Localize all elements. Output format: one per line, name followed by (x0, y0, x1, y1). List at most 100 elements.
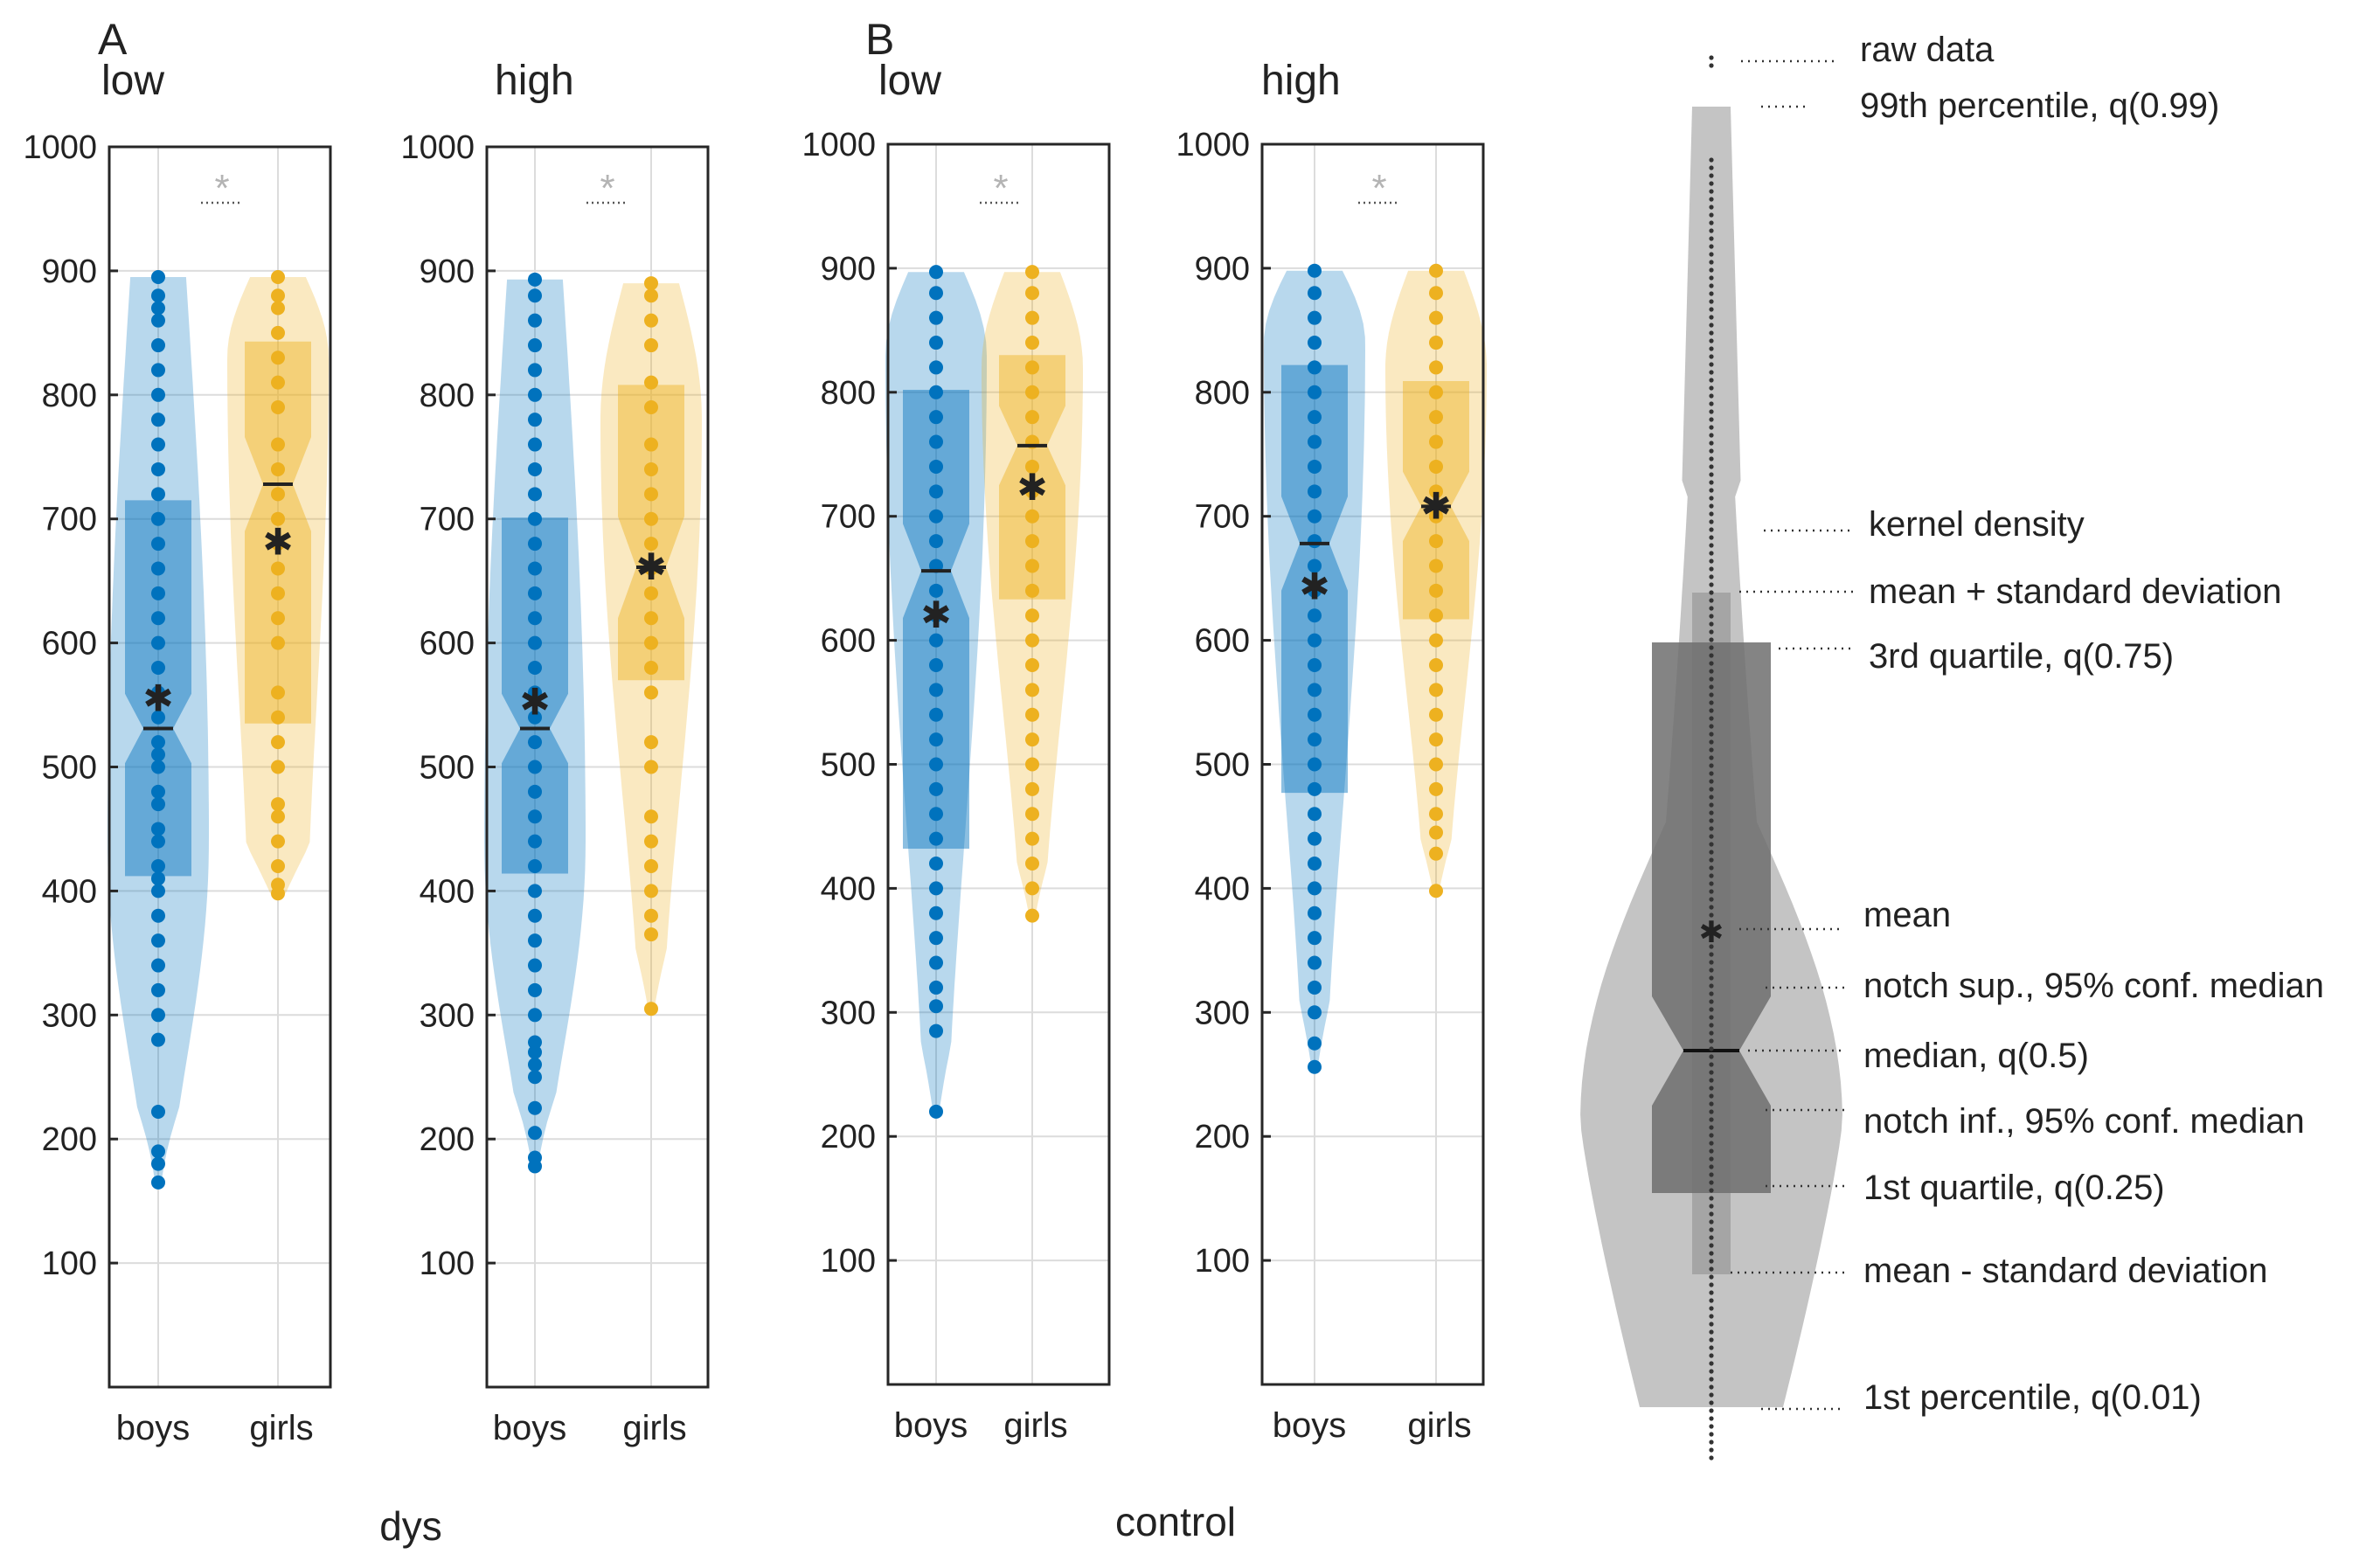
data-point (528, 288, 542, 303)
series-girls: ✱ (600, 276, 702, 1016)
legend-raw-point (1709, 551, 1714, 556)
legend-raw-point (1709, 480, 1714, 485)
data-point (929, 857, 943, 871)
data-point (151, 1144, 165, 1159)
y-tick-label: 400 (420, 873, 475, 910)
y-tick-label: 700 (1195, 499, 1250, 536)
data-point (528, 461, 542, 476)
data-point (1025, 534, 1039, 549)
legend-raw-point (1709, 1188, 1714, 1193)
legend-raw-point (1709, 653, 1714, 658)
data-point (1025, 310, 1039, 325)
legend-raw-point (1709, 598, 1714, 603)
y-tick-label: 600 (420, 626, 475, 663)
data-point (151, 338, 165, 353)
legend-raw-point (1709, 378, 1714, 383)
data-point (929, 807, 943, 822)
significance-star: * (600, 167, 614, 210)
legend-raw-point (1709, 1164, 1714, 1169)
legend-raw-point (1709, 1219, 1714, 1225)
legend-raw-point (1709, 189, 1714, 194)
data-point (528, 635, 542, 650)
panel-title: high (495, 58, 574, 104)
mean-marker-girls: ✱ (1420, 485, 1451, 526)
data-point (929, 707, 943, 722)
y-tick-label: 400 (821, 871, 876, 907)
data-point (929, 757, 943, 772)
legend-raw-point (1709, 338, 1714, 343)
data-point (1308, 807, 1322, 822)
data-point (151, 982, 165, 997)
legend-raw-point (1709, 1086, 1714, 1091)
data-point (1025, 509, 1039, 524)
y-tick-label: 100 (821, 1243, 876, 1280)
data-point (271, 437, 285, 452)
data-point (644, 611, 658, 626)
data-point (929, 534, 943, 549)
legend-q3-label: 3rd quartile, q(0.75) (1869, 637, 2174, 676)
data-point (644, 908, 658, 923)
box-boys (1281, 364, 1348, 794)
data-point (929, 583, 943, 598)
legend-raw-point (1709, 488, 1714, 493)
x-tick-label-girls: girls (1003, 1406, 1067, 1445)
data-point (929, 360, 943, 375)
legend-raw-point (1709, 763, 1714, 768)
data-point (1429, 825, 1443, 840)
legend-raw-point (1709, 417, 1714, 422)
x-tick-label-boys: boys (116, 1409, 191, 1447)
legend-raw-point (1709, 448, 1714, 454)
legend-raw-point (1709, 1070, 1714, 1075)
legend-notch-inf-label: notch inf., 95% conf. median (1863, 1102, 2305, 1141)
legend-raw-point (1709, 283, 1714, 288)
data-point (1025, 781, 1039, 796)
legend-raw-point (1709, 63, 1714, 68)
data-point (151, 437, 165, 452)
data-point (1429, 336, 1443, 350)
legend-raw-point (1709, 519, 1714, 524)
legend-raw-point (1709, 1369, 1714, 1374)
legend-raw-point (1709, 771, 1714, 776)
x-tick-label-girls: girls (1407, 1406, 1471, 1445)
data-point (151, 511, 165, 526)
data-point (528, 809, 542, 824)
legend-raw-point (1709, 275, 1714, 281)
y-tick-label: 700 (42, 502, 97, 538)
data-point (1429, 707, 1443, 722)
legend-raw-point (1709, 1101, 1714, 1107)
legend-raw-point (1709, 629, 1714, 635)
data-point (1025, 484, 1039, 499)
data-point (1429, 781, 1443, 796)
data-point (1308, 633, 1322, 648)
data-point (1429, 360, 1443, 375)
panel-title: high (1261, 58, 1341, 104)
legend-raw-point (1709, 1172, 1714, 1177)
legend-raw-point (1709, 802, 1714, 808)
legend-raw-point (1709, 511, 1714, 517)
data-point (151, 611, 165, 626)
data-point (271, 375, 285, 390)
legend-raw-point (1709, 661, 1714, 666)
legend-raw-point (1709, 307, 1714, 312)
data-point (1308, 732, 1322, 747)
data-point (1025, 583, 1039, 598)
data-point (271, 735, 285, 750)
legend-raw-point (1709, 810, 1714, 815)
panel-title: low (101, 58, 164, 104)
data-point (528, 1070, 542, 1085)
data-point (929, 931, 943, 946)
data-point (151, 635, 165, 650)
legend-raw-point (1709, 1133, 1714, 1138)
legend-raw-point (1709, 1109, 1714, 1114)
legend-raw-point (1709, 330, 1714, 336)
data-point (1429, 509, 1443, 524)
data-point (644, 511, 658, 526)
data-point (271, 611, 285, 626)
data-point (929, 955, 943, 970)
data-point (1308, 781, 1322, 796)
legend-raw-point (1709, 165, 1714, 170)
data-point (1025, 286, 1039, 301)
data-point (1308, 410, 1322, 425)
box-girls (618, 385, 684, 681)
violin-girls (227, 277, 329, 894)
